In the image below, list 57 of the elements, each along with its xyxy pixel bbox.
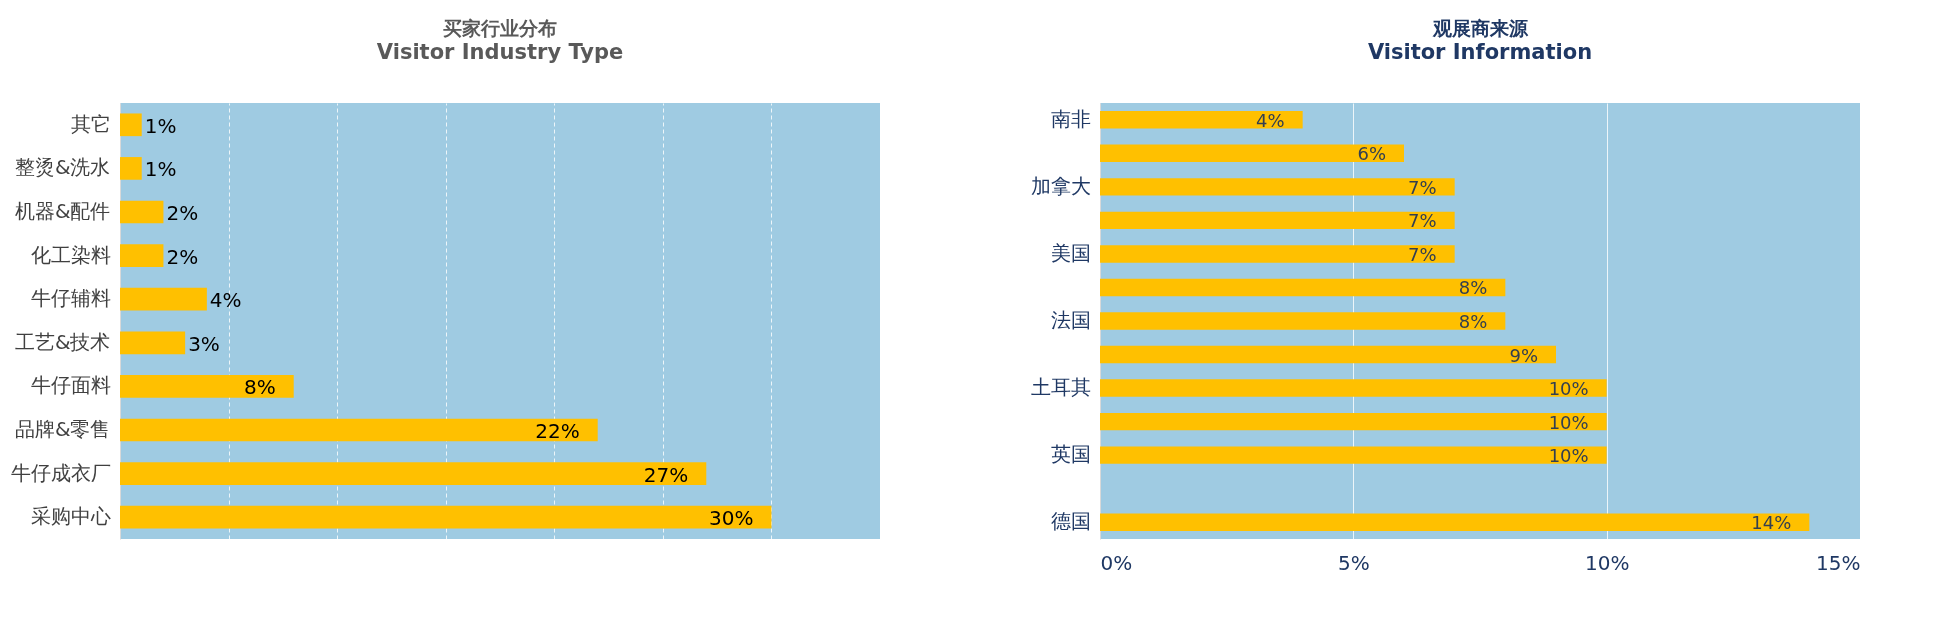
chart-title: 观展商来源	[1431, 17, 1529, 39]
bar	[120, 287, 207, 311]
data-label: 10%	[1548, 378, 1589, 400]
bar	[120, 244, 164, 267]
data-label: 14%	[1751, 512, 1792, 534]
y-tick-label: 牛仔面料	[30, 373, 111, 398]
bar	[120, 505, 772, 529]
chart-subtitle: Visitor Industry Type	[376, 40, 624, 64]
data-label: 7%	[1408, 243, 1437, 265]
x-tick-label: 5%	[1337, 550, 1370, 575]
data-label: 3%	[188, 331, 220, 356]
x-tick-label: 15%	[1816, 550, 1861, 575]
bar	[120, 113, 142, 137]
y-tick-label: 机器&配件	[14, 199, 111, 223]
data-label: 8%	[243, 375, 276, 400]
bar	[120, 331, 186, 355]
y-tick-label: 德国	[1050, 509, 1091, 534]
data-label: 6%	[1357, 143, 1386, 165]
y-tick-label: 牛仔辅料	[30, 286, 111, 311]
y-tick-label: 美国	[1050, 240, 1091, 265]
data-label: 22%	[535, 419, 580, 443]
y-tick-label: 南非	[1050, 106, 1091, 131]
y-tick-label: 其它	[70, 111, 111, 136]
data-label: 27%	[643, 462, 689, 487]
y-tick-label: 化工染料	[30, 242, 111, 267]
y-tick-label: 采购中心	[30, 504, 111, 529]
x-tick-label: 0%	[1100, 550, 1133, 575]
data-label: 4%	[209, 288, 242, 313]
data-label: 2%	[166, 201, 199, 225]
y-tick-label: 加拿大	[1030, 173, 1091, 198]
bar	[120, 157, 142, 180]
data-label: 9%	[1509, 344, 1538, 366]
data-label: 10%	[1548, 445, 1589, 467]
data-label: 8%	[1458, 277, 1488, 299]
data-label: 4%	[1256, 109, 1285, 131]
y-tick-label: 英国	[1050, 442, 1091, 467]
y-tick-label: 土耳其	[1030, 375, 1091, 400]
chart-title: 买家行业分布	[443, 17, 557, 39]
data-label: 10%	[1548, 411, 1589, 433]
bar	[120, 375, 294, 398]
bar	[120, 418, 598, 442]
data-label: 30%	[708, 506, 754, 531]
chart-subtitle: Visitor Information	[1367, 40, 1593, 64]
y-tick-label: 品牌&零售	[14, 417, 111, 441]
data-label: 7%	[1408, 176, 1437, 198]
data-label: 2%	[166, 244, 199, 269]
data-label: 8%	[1458, 311, 1488, 332]
y-tick-label: 工艺&技术	[14, 329, 111, 354]
bar	[120, 462, 707, 485]
data-label: 1%	[144, 113, 177, 138]
bar	[120, 200, 164, 224]
x-tick-label: 10%	[1584, 550, 1630, 575]
y-tick-label: 整烫&洗水	[14, 155, 111, 180]
y-tick-label: 牛仔成衣厂	[10, 460, 111, 485]
data-label: 7%	[1408, 210, 1437, 232]
y-tick-label: 法国	[1050, 308, 1091, 332]
data-label: 1%	[144, 157, 177, 182]
